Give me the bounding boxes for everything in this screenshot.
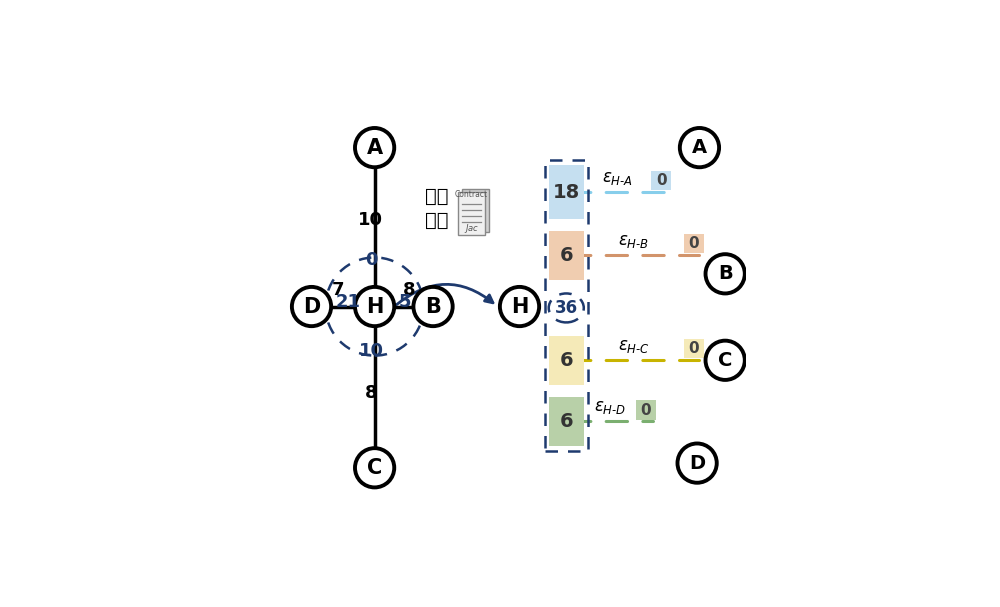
Text: 8: 8 (402, 281, 415, 299)
Text: D: D (689, 453, 705, 473)
Text: 10: 10 (359, 342, 384, 360)
Text: $\epsilon_{H\text{-}A}$: $\epsilon_{H\text{-}A}$ (602, 169, 633, 187)
Text: $\epsilon_{H\text{-}C}$: $\epsilon_{H\text{-}C}$ (618, 337, 650, 355)
Text: 合并
合约: 合并 合约 (425, 187, 448, 229)
Circle shape (680, 128, 719, 168)
Text: H: H (511, 297, 528, 316)
Text: 6: 6 (560, 351, 573, 370)
Text: 5: 5 (399, 293, 411, 311)
FancyBboxPatch shape (462, 189, 489, 232)
Text: $\mathit{Jac}$: $\mathit{Jac}$ (464, 222, 479, 234)
Text: A: A (367, 138, 383, 158)
Circle shape (355, 128, 394, 168)
Text: Contract: Contract (455, 190, 488, 199)
Text: 10: 10 (358, 211, 383, 229)
Text: 21: 21 (335, 293, 360, 311)
Text: 6: 6 (560, 412, 573, 430)
Circle shape (706, 341, 745, 380)
Text: 0: 0 (365, 251, 378, 269)
Text: 8: 8 (365, 384, 377, 402)
FancyBboxPatch shape (549, 336, 584, 385)
Text: 36: 36 (555, 299, 578, 317)
FancyBboxPatch shape (651, 171, 671, 190)
Text: 0: 0 (689, 341, 699, 356)
Text: 6: 6 (560, 246, 573, 265)
Text: $\epsilon_{H\text{-}B}$: $\epsilon_{H\text{-}B}$ (618, 232, 650, 250)
FancyBboxPatch shape (684, 234, 704, 253)
Circle shape (500, 287, 539, 326)
FancyBboxPatch shape (549, 396, 584, 446)
Text: A: A (692, 138, 707, 157)
FancyBboxPatch shape (636, 401, 656, 420)
FancyBboxPatch shape (458, 192, 485, 235)
Circle shape (355, 287, 394, 326)
Text: 7: 7 (332, 281, 344, 299)
Circle shape (292, 287, 331, 326)
Text: C: C (367, 458, 382, 478)
Circle shape (413, 287, 453, 326)
Circle shape (706, 254, 745, 293)
Text: 18: 18 (553, 183, 580, 202)
Text: C: C (718, 351, 732, 370)
FancyArrowPatch shape (396, 284, 493, 305)
Circle shape (677, 444, 717, 483)
FancyBboxPatch shape (549, 165, 584, 219)
Text: 0: 0 (656, 173, 666, 188)
Text: 0: 0 (689, 236, 699, 251)
Text: 0: 0 (640, 403, 651, 418)
Text: B: B (718, 264, 733, 283)
Circle shape (355, 448, 394, 487)
Text: B: B (425, 297, 441, 316)
Text: D: D (303, 297, 320, 316)
FancyBboxPatch shape (549, 231, 584, 280)
Text: H: H (366, 297, 383, 316)
FancyBboxPatch shape (684, 339, 704, 358)
Text: $\epsilon_{H\text{-}D}$: $\epsilon_{H\text{-}D}$ (594, 398, 627, 416)
